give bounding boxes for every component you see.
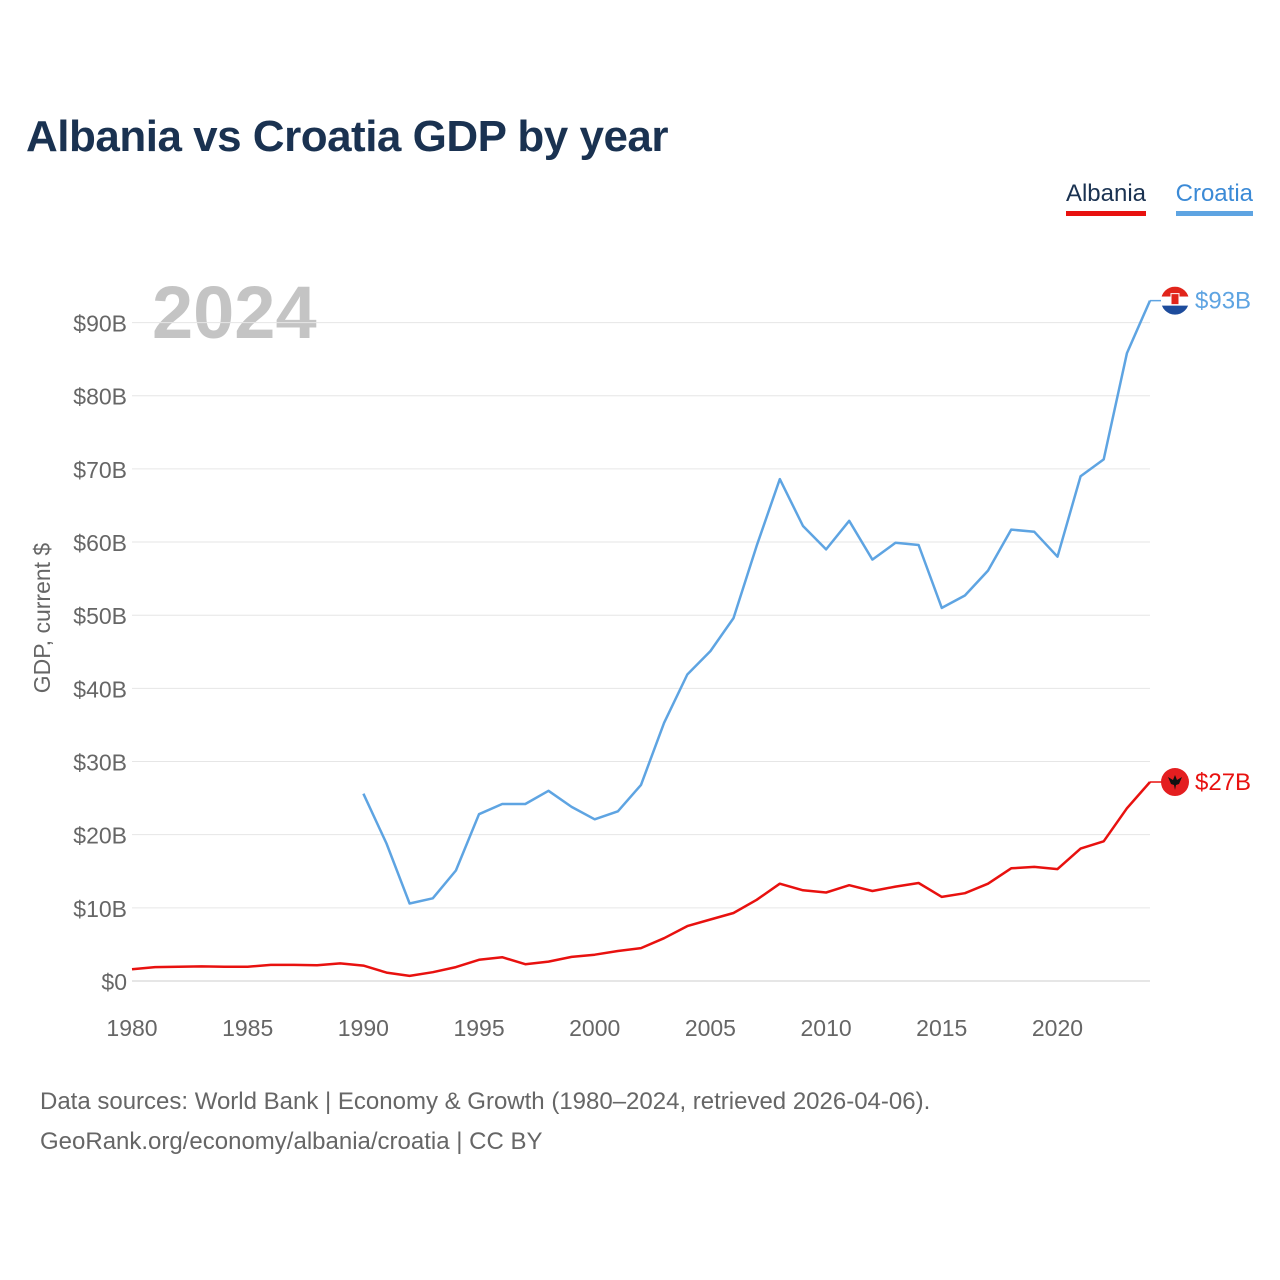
flag-shield: [1170, 293, 1180, 306]
chart-title: Albania vs Croatia GDP by year: [26, 112, 669, 161]
end-value-label-croatia: $93B: [1195, 288, 1251, 315]
y-tick-label: $90B: [73, 311, 127, 337]
x-tick-label: 2005: [685, 1015, 736, 1041]
source-line-2: GeoRank.org/economy/albania/croatia | CC…: [40, 1128, 543, 1155]
series-line-croatia: [362, 300, 1152, 905]
y-tick-label: $80B: [73, 384, 127, 410]
y-tick-label: $60B: [73, 530, 127, 556]
y-tick-label: $10B: [73, 896, 127, 922]
x-tick-label: 1995: [453, 1015, 504, 1041]
flag-stripe-red: [1161, 286, 1189, 297]
x-tick-label: 1980: [106, 1015, 157, 1041]
x-tick-label: 1990: [338, 1015, 389, 1041]
flag-stripe-blue: [1161, 305, 1189, 315]
x-tick-label: 1985: [222, 1015, 273, 1041]
y-tick-label: $20B: [73, 823, 127, 849]
y-tick-label: $70B: [73, 457, 127, 483]
y-axis-title: GDP, current $: [29, 543, 55, 694]
x-tick-label: 2010: [801, 1015, 852, 1041]
y-tick-label: $0: [101, 969, 127, 995]
x-tick-label: 2000: [569, 1015, 620, 1041]
y-tick-label: $50B: [73, 603, 127, 629]
legend-albania[interactable]: Albania: [1065, 180, 1146, 216]
x-tick-label: 2020: [1032, 1015, 1083, 1041]
legend-croatia[interactable]: Croatia: [1175, 180, 1253, 216]
year-label: 2024: [152, 271, 317, 354]
series-line-albania: [131, 781, 1151, 978]
y-tick-label: $40B: [73, 676, 127, 702]
source-note: Data sources: World Bank | Economy & Gro…: [40, 1082, 930, 1162]
end-value-label-albania: $27B: [1195, 769, 1251, 796]
line-chart: 2024 $0 $10B $20B $30B $40B $50B $60B $70B $80B $9…: [29, 271, 1251, 1041]
eagle-icon: [1168, 775, 1182, 791]
source-line-1: Data sources: World Bank | Economy & Gro…: [40, 1088, 931, 1115]
croatia-flag-icon: [1161, 286, 1189, 315]
y-tick-label: $30B: [73, 750, 127, 776]
x-tick-label: 2015: [916, 1015, 967, 1041]
